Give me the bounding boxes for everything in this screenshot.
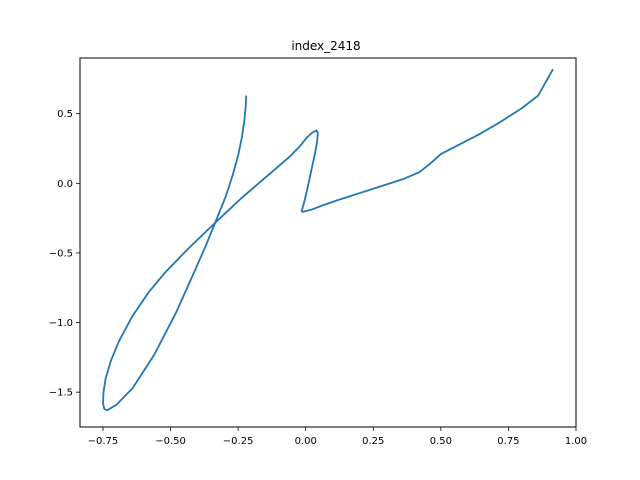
x-tick-label: 0.75 (497, 436, 519, 447)
plot-area (102, 68, 554, 412)
x-tick-label: −0.50 (155, 436, 186, 447)
y-tick-label: −1.0 (49, 318, 73, 329)
chart-title: index_2418 (291, 39, 360, 53)
x-tick-label: −0.75 (88, 436, 119, 447)
x-tick-label: 1.00 (565, 436, 587, 447)
plot-frame (79, 57, 577, 428)
x-tick-label: 0.00 (295, 436, 317, 447)
x-tick-label: −0.25 (223, 436, 254, 447)
y-tick-label: −0.5 (49, 248, 73, 259)
y-axis: 0.5 0.0 −0.5 −1.0 −1.5 (49, 109, 80, 399)
series-line-0 (102, 68, 554, 412)
x-axis: −0.75 −0.50 −0.25 0.00 0.25 0.50 0.75 1.00 (88, 427, 587, 447)
y-tick-label: −1.5 (49, 388, 73, 399)
x-tick-label: 0.50 (430, 436, 452, 447)
x-tick-label: 0.25 (362, 436, 384, 447)
y-tick-label: 0.0 (57, 179, 73, 190)
y-tick-label: 0.5 (57, 109, 73, 120)
